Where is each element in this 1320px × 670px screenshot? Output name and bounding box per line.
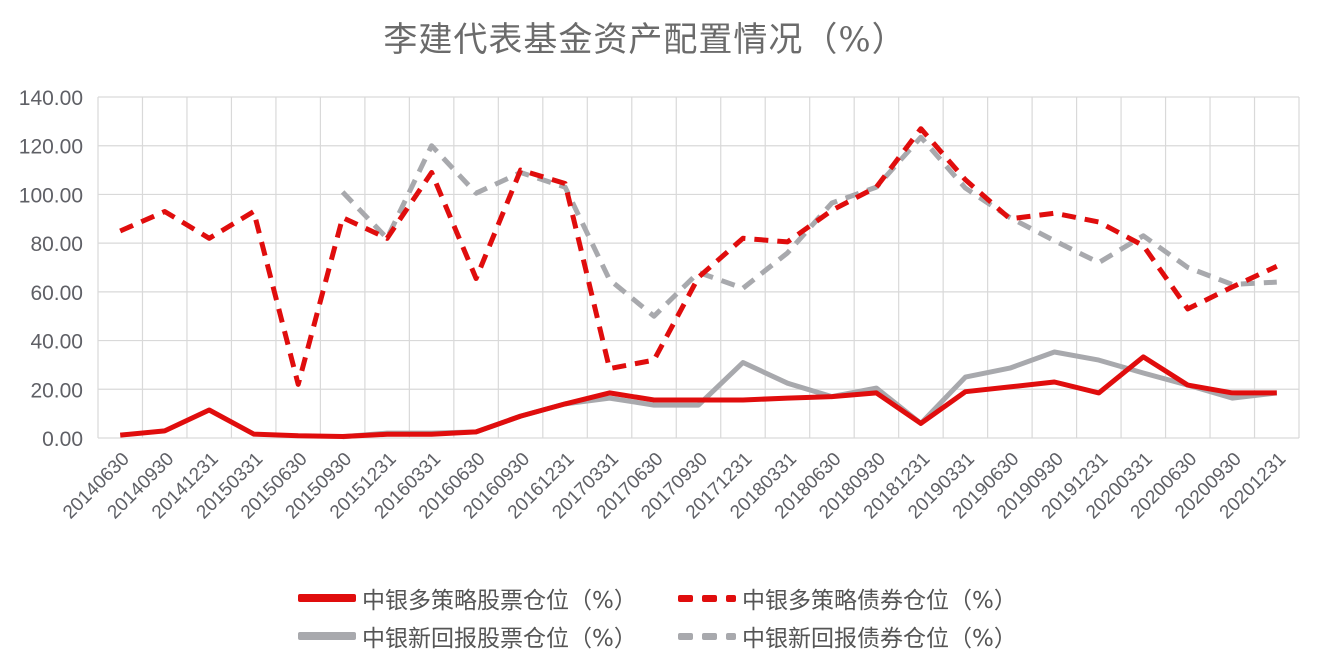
- dashed-line-gray-icon: [678, 632, 736, 640]
- series-line: [119, 126, 1278, 387]
- legend-label: 中银新回报股票仓位（%）: [362, 626, 637, 652]
- y-tick-label: 20.00: [30, 379, 83, 402]
- y-axis: 0.00 20.00 40.00 60.00 80.00 100.00 120.00 140.…: [19, 87, 83, 451]
- legend-item-multi-strategy-bond: 中银多策略债券仓位（%）: [678, 578, 1017, 618]
- y-tick-label: 40.00: [30, 331, 83, 354]
- chart-grid: [97, 96, 1300, 439]
- solid-line-gray-icon: [298, 632, 356, 640]
- chart-title: 李建代表基金资产配置情况（%）: [383, 20, 907, 60]
- legend-label: 中银多策略债券仓位（%）: [742, 588, 1017, 614]
- legend-item-new-return-bond: 中银新回报债券仓位（%）: [678, 616, 1017, 656]
- y-tick-label: 60.00: [30, 282, 83, 305]
- y-tick-label: 0.00: [42, 428, 83, 451]
- legend-label: 中银新回报债券仓位（%）: [742, 626, 1017, 652]
- series-line: [340, 134, 1277, 319]
- series-lines: [119, 126, 1278, 440]
- solid-line-red-icon: [298, 594, 356, 602]
- y-tick-label: 80.00: [30, 233, 83, 256]
- y-tick-label: 140.00: [19, 87, 83, 110]
- y-tick-label: 100.00: [19, 184, 83, 207]
- y-tick-label: 120.00: [19, 136, 83, 159]
- x-axis: 2014063020140930201412312015033120150630…: [59, 449, 1290, 524]
- legend-item-new-return-stock: 中银新回报股票仓位（%）: [298, 616, 637, 656]
- legend-label: 中银多策略股票仓位（%）: [362, 588, 637, 614]
- dashed-line-red-icon: [678, 594, 736, 602]
- series-line: [119, 354, 1277, 439]
- legend-item-multi-strategy-stock: 中银多策略股票仓位（%）: [298, 578, 637, 618]
